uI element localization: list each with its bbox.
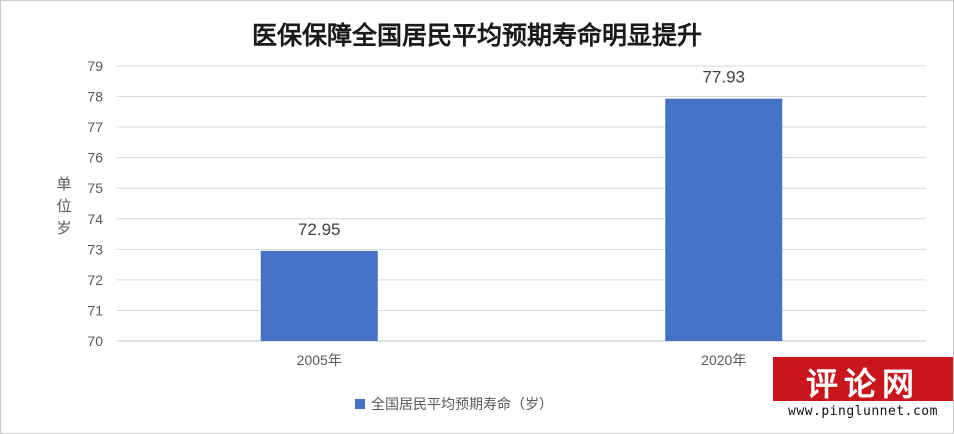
- y-axis-label: 单位岁: [56, 175, 71, 237]
- y-tick-label: 71: [87, 302, 103, 318]
- y-tick-label: 76: [87, 150, 103, 166]
- y-tick-label: 72: [87, 272, 103, 288]
- y-tick-label: 78: [87, 89, 103, 105]
- y-tick-label: 77: [87, 119, 103, 135]
- watermark-text: 评论网: [805, 365, 920, 403]
- y-axis-label-char: 岁: [56, 219, 71, 237]
- y-tick-label: 79: [87, 58, 103, 74]
- y-tick-label: 75: [87, 180, 103, 196]
- chart-title: 医保保障全国居民平均预期寿命明显提升: [252, 21, 702, 50]
- watermark-box: 评论网: [773, 357, 953, 403]
- y-tick-label: 70: [87, 333, 103, 349]
- y-axis-label-char: 位: [56, 197, 71, 215]
- bar: [665, 98, 783, 341]
- y-tick-label: 73: [87, 241, 103, 257]
- y-axis-label-char: 单: [56, 175, 71, 193]
- bars: 72.95 2005年 77.93 2020年: [260, 68, 783, 368]
- legend-swatch: [355, 399, 365, 409]
- gridlines: [117, 65, 926, 342]
- x-category-label: 2020年: [701, 352, 746, 368]
- legend-label: 全国居民平均预期寿命（岁）: [371, 396, 553, 413]
- y-tick-label: 74: [87, 211, 103, 227]
- bar-data-label: 72.95: [298, 220, 341, 239]
- x-category-label: 2005年: [297, 352, 342, 368]
- bar: [260, 250, 378, 341]
- bar-data-label: 77.93: [702, 68, 745, 87]
- y-axis-ticks: 70 71 72 73 74 75 76 77 78 79: [87, 58, 103, 349]
- legend: 全国居民平均预期寿命（岁）: [355, 396, 553, 413]
- watermark-url: www.pinglunnet.com: [788, 404, 938, 419]
- watermark-logo: 评论网 www.pinglunnet.com: [773, 357, 953, 431]
